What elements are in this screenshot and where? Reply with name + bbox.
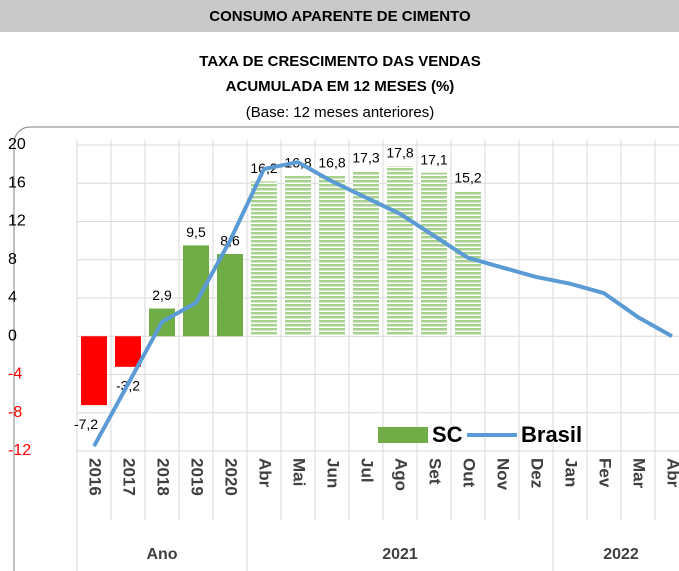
legend-label: Brasil	[521, 422, 582, 447]
data-label: 2,9	[152, 287, 172, 303]
x-tick-label: Fev	[596, 458, 615, 488]
x-tick-label: Abr	[256, 458, 275, 488]
subtitle: (Base: 12 meses anteriores)	[246, 104, 434, 121]
x-tick-label: 2018	[154, 458, 173, 496]
group-label: Ano	[146, 546, 177, 563]
bar	[115, 336, 141, 367]
banner: CONSUMO APARENTE DE CIMENTO	[209, 8, 471, 25]
bar	[251, 181, 277, 337]
chart-title: TAXA DE CRESCIMENTO DAS VENDAS	[199, 53, 480, 70]
data-label: 17,1	[420, 151, 447, 167]
legend-swatch	[378, 427, 428, 443]
x-tick-label: Jun	[324, 458, 343, 488]
x-tick-label: Nov	[494, 458, 513, 491]
x-tick-label: Mar	[630, 458, 649, 489]
x-tick-label: 2017	[120, 458, 139, 496]
y-tick-label: 20	[8, 136, 26, 153]
y-tick-label: -8	[8, 404, 22, 421]
bar	[81, 336, 107, 406]
x-tick-label: 2019	[188, 458, 207, 496]
x-tick-label: Ago	[392, 458, 411, 491]
data-label: 17,3	[352, 150, 379, 166]
data-label: 17,8	[386, 145, 413, 161]
y-tick-label: 8	[8, 251, 17, 268]
y-tick-label: 12	[8, 213, 26, 230]
y-tick-label: 4	[8, 289, 17, 306]
y-tick-label: 16	[8, 174, 26, 191]
frame	[13, 126, 679, 571]
legend-label: SC	[432, 422, 463, 447]
line	[92, 160, 673, 448]
data-label: 15,2	[454, 170, 481, 186]
x-tick-label: Dez	[528, 458, 547, 488]
bar	[387, 166, 413, 337]
banner-bg	[0, 0, 679, 32]
data-label: -7,2	[74, 416, 98, 432]
x-tick-label: 2020	[222, 458, 241, 496]
bar	[285, 175, 311, 337]
data-label: 9,5	[186, 224, 206, 240]
bar	[183, 245, 209, 337]
x-tick-label: Mai	[290, 458, 309, 486]
bar	[455, 190, 481, 337]
y-tick-label: 0	[8, 327, 17, 344]
bar	[319, 175, 345, 337]
y-tick-label: -12	[8, 442, 31, 459]
x-tick-label: Abr	[664, 458, 679, 488]
x-tick-label: Jul	[358, 458, 377, 483]
bar	[217, 254, 243, 337]
data-label: 16,8	[318, 154, 345, 170]
group-label: 2022	[603, 546, 639, 563]
group-label: 2021	[382, 546, 418, 563]
x-tick-label: Jan	[562, 458, 581, 487]
bar	[421, 172, 447, 337]
x-tick-label: 2016	[86, 458, 105, 496]
x-tick-label: Set	[426, 458, 445, 485]
chart-title: ACUMULADA EM 12 MESES (%)	[226, 78, 455, 95]
x-tick-label: Out	[460, 458, 479, 488]
y-tick-label: -4	[8, 366, 22, 383]
